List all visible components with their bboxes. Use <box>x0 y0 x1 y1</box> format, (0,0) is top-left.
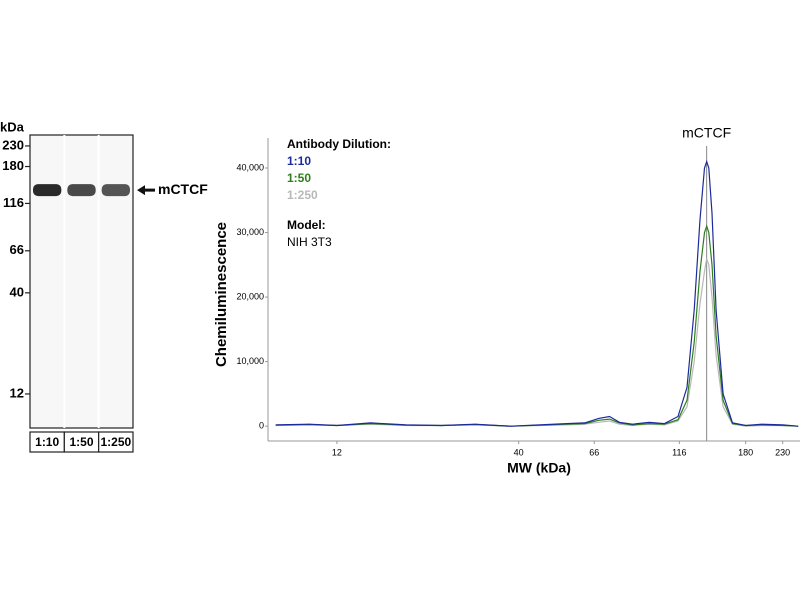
blot-background <box>29 134 134 429</box>
legend-entry: 1:50 <box>287 171 311 185</box>
y-tick-label: 20,000 <box>236 291 264 301</box>
x-tick-label: 66 <box>589 447 599 457</box>
lane-label: 1:10 <box>35 435 59 449</box>
lane-label-box <box>98 431 134 453</box>
x-tick-label: 180 <box>738 447 753 457</box>
band-label: mCTCF <box>158 181 208 197</box>
y-tick-label: 230 <box>2 137 24 152</box>
y-tick-label: 10,000 <box>236 356 264 366</box>
lane-label: 1:250 <box>100 435 131 449</box>
y-tick-label: 30,000 <box>236 227 264 237</box>
x-tick-label: 12 <box>332 447 342 457</box>
y-axis-label: kDa <box>0 119 25 134</box>
legend-title: Antibody Dilution: <box>287 137 391 151</box>
x-tick-label: 116 <box>672 447 686 457</box>
band <box>33 184 62 197</box>
y-tick-label: 0 <box>259 421 264 431</box>
x-tick-label: 230 <box>775 447 790 457</box>
y-tick-label: 40,000 <box>236 162 264 172</box>
peak-label: mCTCF <box>682 125 731 141</box>
x-tick-label: 40 <box>514 447 524 457</box>
model-title: Model: <box>287 218 326 232</box>
model-name: NIH 3T3 <box>287 235 332 249</box>
y-axis-label: Chemiluminescence <box>213 222 230 367</box>
y-tick-label: 12 <box>10 385 24 400</box>
band <box>101 184 130 197</box>
arrow <box>137 185 155 196</box>
y-tick-label: 180 <box>2 158 24 173</box>
x-axis-label: MW (kDa) <box>507 460 571 476</box>
series-line <box>275 159 799 427</box>
y-tick-label: 66 <box>10 242 24 257</box>
legend-entry: 1:250 <box>287 188 318 202</box>
band <box>67 184 96 197</box>
lane-label: 1:50 <box>69 435 93 449</box>
y-tick-label: 116 <box>3 195 24 210</box>
legend-entry: 1:10 <box>287 154 311 168</box>
y-tick-label: 40 <box>10 284 24 299</box>
